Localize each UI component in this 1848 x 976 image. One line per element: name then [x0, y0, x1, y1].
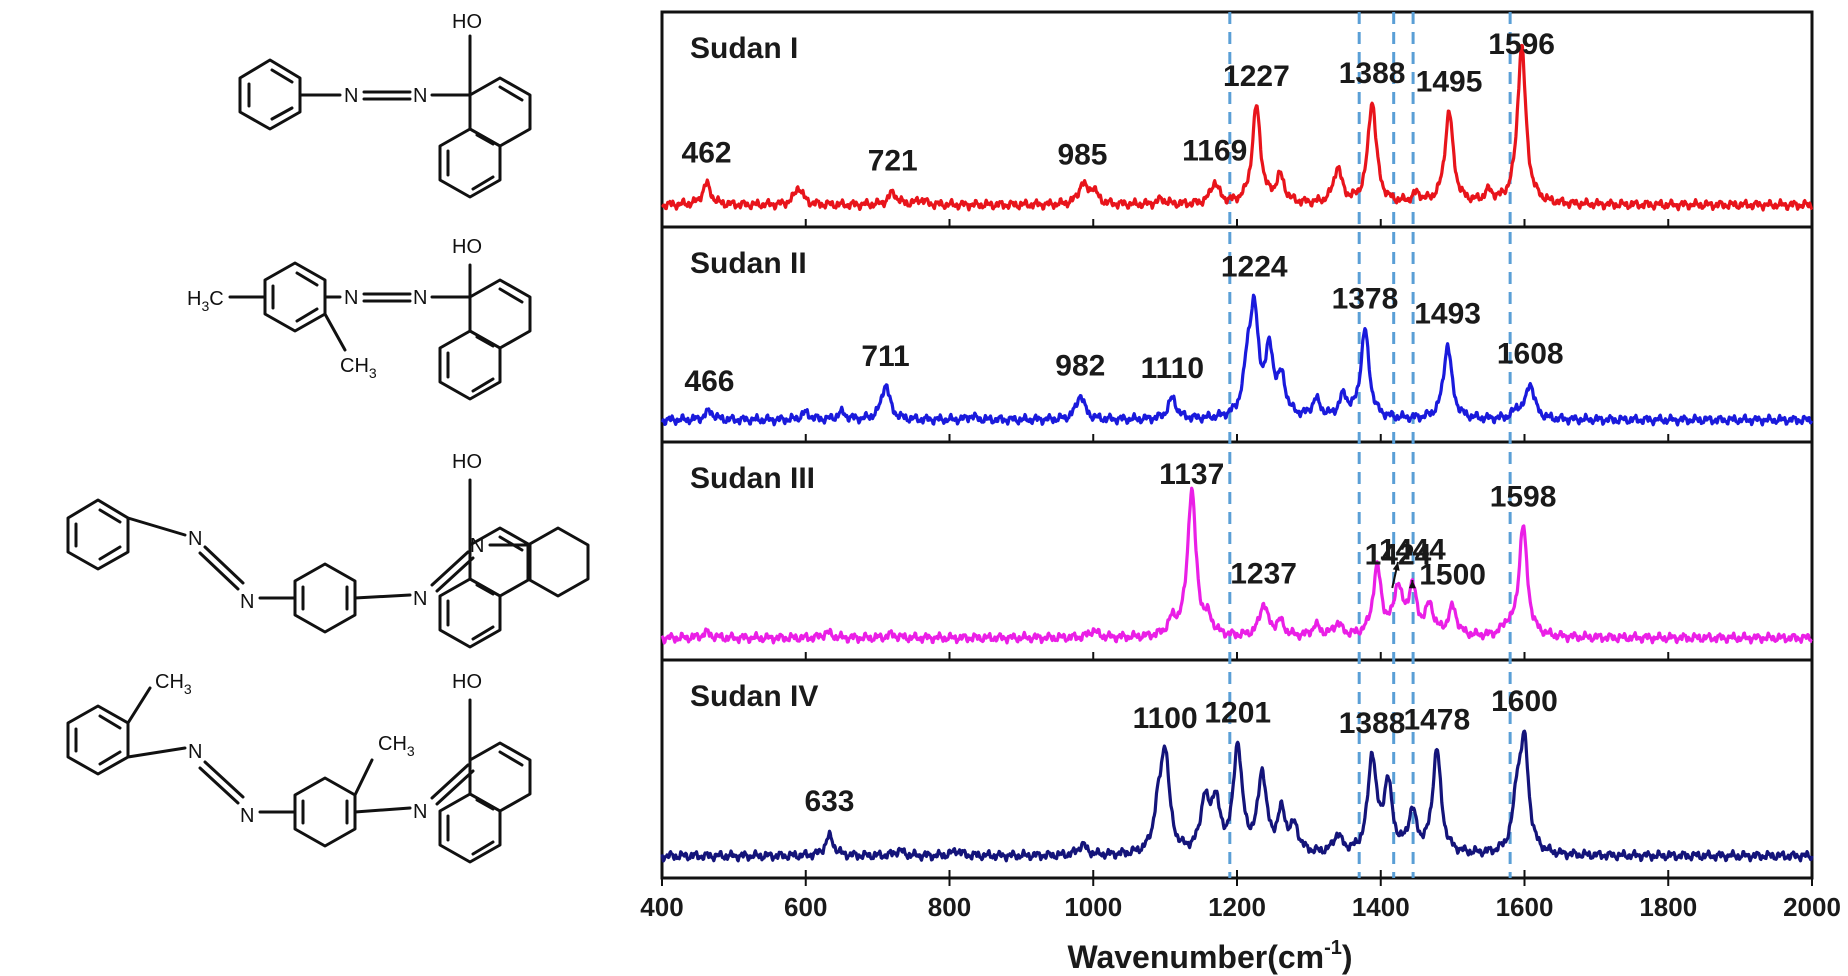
reference-lines: [1228, 12, 1512, 878]
peak-label: 1598: [1490, 480, 1557, 513]
x-tick-label: 1200: [1208, 892, 1266, 922]
peak-label: 1388: [1339, 707, 1406, 740]
peak-label: 985: [1057, 138, 1107, 171]
x-axis-title: Wavenumber(cm-1): [1067, 937, 1352, 975]
x-axis-ticks: 400 600 800 1000 1200 1400 1600 1800 2000: [640, 878, 1841, 922]
x-tick-label: 600: [784, 892, 827, 922]
peak-label: 1388: [1339, 57, 1406, 90]
structure-sudan-3: N N N N: [66, 498, 590, 634]
peak-label: 1493: [1414, 298, 1481, 331]
peak-label: 1500: [1419, 559, 1486, 592]
h3c-h: H: [187, 288, 201, 310]
azo-n1-label: N: [188, 741, 202, 763]
peak-label: 1201: [1204, 696, 1271, 729]
peak-label: 1378: [1332, 283, 1399, 316]
peak-label: 462: [682, 137, 732, 170]
peak-label: 711: [861, 340, 909, 373]
peak-label: 1608: [1497, 338, 1564, 371]
azo-n2-label: N: [240, 591, 254, 613]
spectrum-line: [660, 486, 1813, 645]
peak-label: 1169: [1182, 135, 1247, 168]
svg-text:CH3: CH3: [378, 733, 415, 759]
x-tick-label: 1800: [1639, 892, 1697, 922]
phenylene-ring: [293, 562, 357, 634]
azo-n2-label: N: [240, 805, 254, 827]
peak-label: 466: [684, 365, 734, 398]
azo-n2-label: N: [413, 85, 427, 107]
annotation-arrowhead: [1392, 562, 1400, 571]
panel-frame: [660, 440, 1814, 662]
peak-label: 1100: [1133, 702, 1198, 735]
peak-label: 1600: [1491, 685, 1558, 718]
panel-name: Sudan III: [690, 462, 815, 495]
x-tick-label: 1600: [1496, 892, 1554, 922]
ch3-ring-sub: 3: [407, 743, 415, 759]
ch3-ring: CH: [378, 733, 407, 755]
peak-label: 633: [804, 785, 854, 818]
panel-frame: [660, 10, 1814, 229]
x-tick-label: 2000: [1783, 892, 1841, 922]
peak-label: 721: [868, 144, 918, 177]
panel-name: Sudan IV: [690, 680, 818, 713]
naphthalene-ring-a: [526, 526, 590, 598]
peak-label: 1110: [1141, 352, 1204, 385]
panel-name: Sudan II: [690, 247, 807, 280]
ch3-tolyl-sub: 3: [184, 681, 192, 697]
naphthalene-ring-b: [438, 127, 502, 199]
peak-label: 1227: [1223, 60, 1290, 93]
x-tick-label: 1000: [1064, 892, 1122, 922]
benzene-ring: [238, 58, 302, 131]
peak-label: 1137: [1159, 458, 1224, 491]
hydroxyl-label: HO: [452, 11, 482, 33]
svg-text:CH3: CH3: [155, 671, 192, 697]
spectrum-line: [660, 729, 1814, 863]
svg-text:CH3: CH3: [340, 355, 377, 381]
h3c-sub: 3: [201, 298, 209, 314]
ch3-tolyl: CH: [155, 671, 184, 693]
peak-label: 1478: [1403, 704, 1470, 737]
hydroxyl-label: HO: [452, 236, 482, 258]
naphthalene-ring-b: [438, 329, 502, 401]
peak-label: 1237: [1230, 557, 1297, 590]
spectrum-line: [660, 293, 1814, 427]
azo-n2-label: N: [413, 287, 427, 309]
structure-sudan-2: H3C CH3 N N HO: [187, 236, 532, 401]
hydroxyl-label: HO: [452, 451, 482, 473]
azo-n1-label: N: [188, 528, 202, 550]
h3c-c: C: [209, 288, 223, 310]
peak-label: 1596: [1488, 28, 1555, 61]
peak-label: 1495: [1416, 65, 1483, 98]
panel-name: Sudan I: [690, 32, 798, 65]
peak-label: 1444: [1379, 534, 1446, 567]
hydroxyl-label: HO: [452, 671, 482, 693]
x-tick-label: 1400: [1352, 892, 1410, 922]
svg-text:H3C: H3C: [187, 288, 224, 314]
structure-sudan-3-naphthol: HO: [438, 451, 532, 649]
x-tick-label: 400: [640, 892, 683, 922]
structure-sudan-4: CH3 N N CH3 N N HO: [66, 671, 532, 864]
ch3-bottom: CH: [340, 355, 369, 377]
annotations: [1391, 561, 1416, 589]
azo-n3-label: N: [413, 588, 427, 610]
peak-label: 1224: [1221, 251, 1288, 284]
chemical-structures: N N HO H3C CH3: [66, 11, 590, 864]
peak-label: 982: [1055, 350, 1105, 383]
structure-sudan-1: N N HO: [238, 11, 532, 199]
ch3-bottom-sub: 3: [369, 365, 377, 381]
azo-n3-label: N: [413, 801, 427, 823]
spectra-series: [660, 43, 1814, 863]
panel-names: Sudan I Sudan II Sudan III Sudan IV: [690, 32, 818, 713]
annotation-arrowhead: [1408, 580, 1416, 589]
xylene-ring: [263, 261, 327, 333]
azo-n1-label: N: [344, 85, 358, 107]
spectrum-line: [661, 43, 1814, 212]
azo-n1-label: N: [344, 287, 358, 309]
panel-frames: [660, 10, 1814, 880]
x-tick-label: 800: [928, 892, 971, 922]
